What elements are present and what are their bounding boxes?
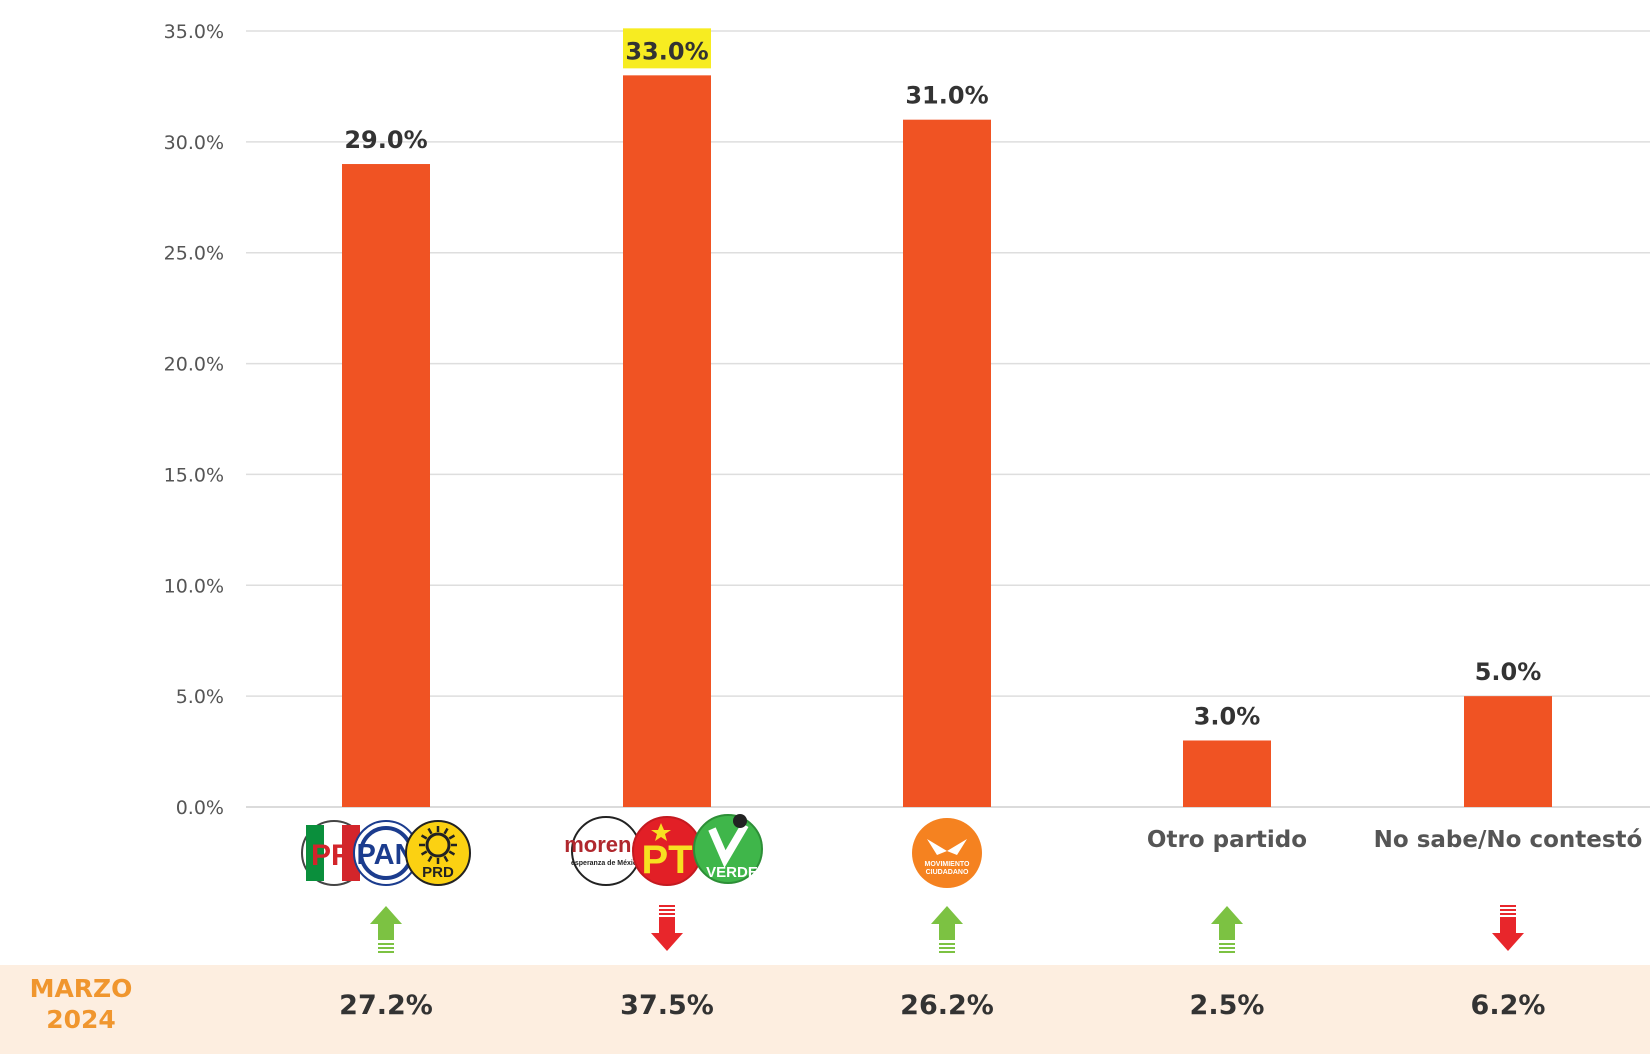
pt-logo-text: PT <box>641 838 692 882</box>
arrow-stripe <box>378 951 394 953</box>
data-label: 33.0% <box>625 37 708 65</box>
arrow-stripe <box>1500 913 1516 915</box>
pt-star-icon <box>651 823 671 841</box>
morena-subtitle: esperanza de México <box>571 860 641 867</box>
trend-up-arrow-icon <box>931 906 963 953</box>
prd-sun-ray <box>427 855 433 863</box>
prd-sun-ray <box>448 850 456 856</box>
eagle-icon <box>927 839 967 855</box>
arrow-head <box>931 906 963 940</box>
y-tick-label: 35.0% <box>164 21 224 43</box>
pri-green-band <box>306 825 324 881</box>
previous-value: 2.5% <box>1190 990 1265 1021</box>
trend-up-arrow-icon <box>370 906 402 953</box>
y-tick-label: 30.0% <box>164 132 224 154</box>
verde-logo-text: VERDE <box>706 864 758 881</box>
prd-logo-text: PRD <box>422 864 454 881</box>
arrow-stripe <box>939 947 955 949</box>
category-logos-morena-pt-verde: morena esperanza de México PT VERDE <box>564 814 763 886</box>
category-label: No sabe/No contestó <box>1374 827 1643 853</box>
trend-down-arrow-icon <box>1492 905 1524 951</box>
prd-sun-ray <box>448 834 456 840</box>
data-label: 3.0% <box>1194 702 1261 730</box>
y-tick-label: 10.0% <box>164 575 224 597</box>
prd-sun-ray <box>427 827 433 835</box>
arrow-stripe <box>659 909 675 911</box>
highlight-box <box>623 28 711 69</box>
prd-sun-ray <box>420 834 428 840</box>
arrow-stripe <box>378 947 394 949</box>
prd-sun-ray <box>443 855 449 863</box>
arrow-stripe <box>378 943 394 945</box>
verde-logo: VERDE <box>693 814 763 884</box>
arrow-head <box>370 906 402 940</box>
arrow-stripe <box>939 943 955 945</box>
arrow-head <box>651 917 683 951</box>
previous-value: 26.2% <box>900 990 994 1021</box>
mc-logo-text-2: CIUDADANO <box>926 869 969 876</box>
morena-logo: morena esperanza de México <box>564 816 644 886</box>
toucan-icon <box>733 814 747 828</box>
data-label: 29.0% <box>344 126 427 154</box>
pri-logo: PRI <box>301 820 367 886</box>
pt-logo: PT <box>632 816 702 886</box>
arrow-head <box>1211 906 1243 940</box>
data-label: 31.0% <box>905 82 988 110</box>
prd-logo: PRD <box>405 820 471 886</box>
comparison-band-bg <box>0 965 1650 1054</box>
y-tick-label: 15.0% <box>164 464 224 486</box>
trend-arrows <box>370 905 1524 953</box>
arrow-stripe <box>1500 905 1516 907</box>
y-tick-label: 20.0% <box>164 354 224 376</box>
verde-check-icon <box>708 822 749 868</box>
arrow-stripe <box>1219 951 1235 953</box>
bar <box>342 164 430 807</box>
morena-logo-text: morena <box>564 832 644 857</box>
prd-sun-ray <box>443 827 449 835</box>
mc-logo-text-1: MOVIMIENTO <box>925 861 971 868</box>
previous-value: 37.5% <box>620 990 714 1021</box>
arrow-stripe <box>939 951 955 953</box>
data-label: 5.0% <box>1475 658 1542 686</box>
trend-down-arrow-icon <box>651 905 683 951</box>
pri-logo-text: PRI <box>311 839 361 872</box>
bars <box>342 75 1552 808</box>
comparison-label-month: MARZO <box>30 974 133 1003</box>
bar <box>623 75 711 808</box>
bar <box>1464 696 1552 807</box>
y-tick-label: 25.0% <box>164 243 224 265</box>
trend-up-arrow-icon <box>1211 906 1243 953</box>
bar <box>903 119 991 807</box>
y-axis-ticks: 0.0% 5.0% 10.0% 15.0% 20.0% 25.0% 30.0% 35.0% <box>164 21 224 819</box>
arrow-stripe <box>1500 909 1516 911</box>
previous-value: 6.2% <box>1471 990 1546 1021</box>
comparison-label-year: 2024 <box>46 1005 116 1034</box>
y-tick-label: 5.0% <box>176 686 224 708</box>
arrow-stripe <box>1219 947 1235 949</box>
category-label: Otro partido <box>1147 827 1307 853</box>
mc-logo-circle <box>912 818 982 888</box>
data-labels: 29.0% 33.0% 31.0% 3.0% 5.0% <box>344 28 1541 730</box>
previous-value: 27.2% <box>339 990 433 1021</box>
arrow-stripe <box>1219 943 1235 945</box>
arrow-stripe <box>659 905 675 907</box>
bar <box>1183 740 1271 807</box>
pri-red-band <box>342 825 360 881</box>
prd-sun-icon <box>425 832 451 858</box>
arrow-stripe <box>659 913 675 915</box>
arrow-head <box>1492 917 1524 951</box>
prd-sun-ray <box>420 850 428 856</box>
y-tick-label: 0.0% <box>176 797 224 819</box>
